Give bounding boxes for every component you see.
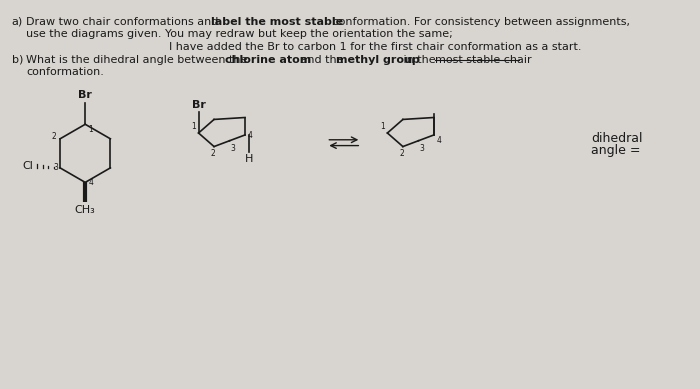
- Text: 2: 2: [211, 149, 216, 158]
- Text: 1: 1: [191, 122, 195, 131]
- Text: and the: and the: [298, 54, 347, 65]
- Text: label the most stable: label the most stable: [211, 17, 343, 27]
- Text: angle =: angle =: [591, 144, 640, 157]
- Text: 3: 3: [230, 144, 235, 152]
- Text: methyl group: methyl group: [336, 54, 420, 65]
- Text: Br: Br: [192, 100, 206, 110]
- Text: I have added the Br to carbon 1 for the first chair conformation as a start.: I have added the Br to carbon 1 for the …: [169, 42, 582, 52]
- Text: 4: 4: [248, 131, 253, 140]
- Text: 4: 4: [88, 178, 93, 187]
- Text: Draw two chair conformations and: Draw two chair conformations and: [26, 17, 222, 27]
- Text: H: H: [245, 154, 253, 164]
- Text: What is the dihedral angle between the: What is the dihedral angle between the: [26, 54, 251, 65]
- Text: Cl: Cl: [22, 161, 33, 171]
- Text: chlorine atom: chlorine atom: [225, 54, 311, 65]
- Text: dihedral: dihedral: [591, 132, 643, 145]
- Text: most stable chair: most stable chair: [435, 54, 531, 65]
- Text: conformation. For consistency between assignments,: conformation. For consistency between as…: [329, 17, 630, 27]
- Text: 3: 3: [419, 144, 424, 152]
- Text: conformation.: conformation.: [26, 67, 104, 77]
- Text: b): b): [12, 54, 23, 65]
- Text: 2: 2: [51, 132, 56, 141]
- Text: 4: 4: [437, 136, 442, 145]
- Text: Br: Br: [78, 90, 92, 100]
- Text: 1: 1: [379, 122, 384, 131]
- Text: 1: 1: [88, 125, 93, 134]
- Text: in the: in the: [400, 54, 439, 65]
- Text: a): a): [12, 17, 23, 27]
- Text: CH₃: CH₃: [75, 205, 96, 215]
- Text: 3: 3: [53, 163, 58, 172]
- Text: use the diagrams given. You may redraw but keep the orientation the same;: use the diagrams given. You may redraw b…: [26, 30, 453, 39]
- Text: 2: 2: [400, 149, 405, 158]
